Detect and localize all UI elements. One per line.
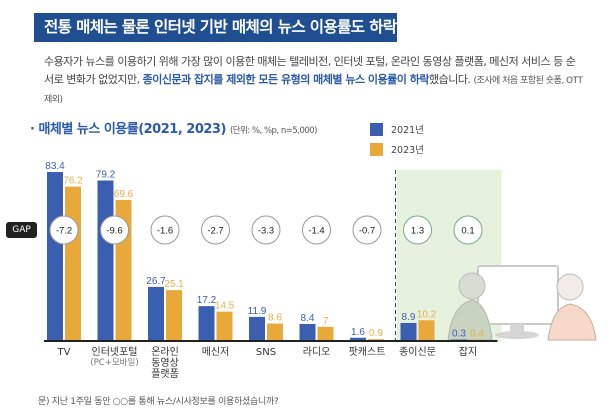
gap-circle [201,215,230,245]
category-label-line: 메신저 [201,347,230,358]
legend: 2021년 2023년 [370,121,424,161]
category-sublabel: (PC+모바일) [90,358,139,368]
category-label: 종이신문 [388,347,448,358]
category-label-line: 팟캐스트 [348,347,386,358]
description: 수용자가 뉴스를 이용하기 위해 가장 많이 이용한 매체는 텔레비전, 인터넷… [44,53,584,109]
category-label: SNS [236,347,296,358]
value-label-2021: 17.2 [197,295,217,306]
chart-title-text: 매체별 뉴스 이용률(2021, 2023) [38,122,226,137]
value-label-2023: 25.1 [164,279,184,290]
gap-value: -1.4 [308,226,324,237]
category-label-line: 인터넷포털 [91,347,138,358]
bar-2021 [97,180,114,341]
gap-circle [100,215,129,245]
monitor-stand-icon [510,324,524,332]
man-body-icon [447,299,493,341]
category-label-line: 라디오 [302,347,331,358]
bar-2023 [418,320,435,341]
category-label: 잡지 [438,347,498,358]
gap-circle [302,215,331,245]
legend-label-2023: 2023년 [391,145,424,156]
value-label-2023: 10.2 [417,309,437,320]
description-text-end: 했습니다. [428,73,474,86]
chart-title: · 매체별 뉴스 이용률(2021, 2023) (단위: %, %p, n=5… [30,122,318,137]
category-label-line: 온라인 [151,347,179,358]
value-label-2023: 0.4 [470,329,484,340]
gap-value: -3.3 [258,226,274,237]
value-label-2023: 8.6 [268,313,282,324]
category-label: 라디오 [287,347,347,358]
bar-2023 [317,326,334,341]
gap-circle [49,215,79,245]
value-label-2021: 8.4 [301,313,315,324]
category-label: 팟캐스트 [337,347,397,358]
bar-2023 [267,323,283,341]
bar-2021 [148,286,164,341]
category-label: 메신저 [186,347,246,358]
bar-2023 [216,311,233,341]
gap-label: GAP [6,222,37,238]
gap-value: -1.6 [157,226,173,237]
gap-circle [352,215,382,245]
gap-value: 1.3 [411,226,424,237]
value-label-2023: 0.9 [369,328,383,339]
bar-2021 [350,337,366,341]
gap-circle [453,215,483,245]
value-label-2023: 76.2 [63,176,83,187]
category-label-line: 동영상 [151,358,179,369]
category-label-line: 종이신문 [399,347,436,358]
bar-2023 [65,186,81,341]
man-head-icon [458,272,486,300]
woman-body-icon [547,303,597,341]
bar-2021 [198,306,215,341]
value-label-2023: 14.5 [215,301,235,312]
unit-note: (단위: %, %p, n=5,000) [229,126,318,136]
category-label: 온라인 동영상 플랫폼 [135,347,195,380]
bar-2021 [249,316,265,341]
bar-2021 [400,322,417,341]
monitor-base-icon [495,331,539,339]
legend-swatch-2023 [370,142,383,156]
woman-head-icon [556,273,584,301]
value-label-2021: 8.9 [402,312,416,323]
legend-item-2021: 2021년 [370,121,424,137]
gap-value: -9.6 [106,226,122,237]
value-label-2021: 11.9 [248,306,267,317]
category-label: TV [34,347,94,358]
value-label-2021: 79.2 [96,170,116,181]
description-highlight: 종이신문과 잡지를 제외한 모든 유형의 매체별 뉴스 이용률이 하락 [142,73,430,86]
description-note: (조사에 처음 포함된 숏폼, OTT 제외) [44,76,583,105]
value-label-2023: 7 [323,316,329,327]
legend-label-2021: 2021년 [391,125,424,136]
gap-circle [251,215,281,245]
gap-circle [150,215,180,245]
gap-value: -0.7 [359,226,375,237]
bar-2021 [47,172,63,341]
legend-item-2023: 2023년 [370,141,424,157]
page-title: 전통 매체는 물론 인터넷 기반 매체의 뉴스 이용률도 하락 [34,13,397,42]
value-label-2021: 1.6 [351,327,365,338]
gap-value: -2.7 [207,226,223,237]
description-text: 수용자가 뉴스를 이용하기 위해 가장 많이 이용한 매체는 텔레비전, 인터넷… [44,55,576,86]
gap-circle [403,215,432,245]
gap-value: -7.2 [56,226,72,237]
legend-swatch-2021 [370,122,383,136]
bar-2021 [299,323,316,341]
gap-value: 0.1 [461,226,474,237]
bar-2023 [166,290,182,341]
value-label-2023: 69.6 [114,189,134,200]
category-label-line: 잡지 [458,347,478,358]
value-label-2021: 83.4 [45,161,65,172]
category-label-line: 플랫폼 [151,369,179,380]
category-label: 인터넷포털 (PC+모바일) [85,347,145,369]
value-label-2021: 26.7 [146,276,166,287]
value-label-2021: 0.3 [452,329,466,340]
footnote: 문) 지난 1주일 동안 ○○를 통해 뉴스/시사정보를 이용하셨습니까? [38,397,279,407]
monitor-icon [477,265,559,325]
category-label-line: SNS [255,347,277,358]
category-label-line: TV [57,347,71,358]
